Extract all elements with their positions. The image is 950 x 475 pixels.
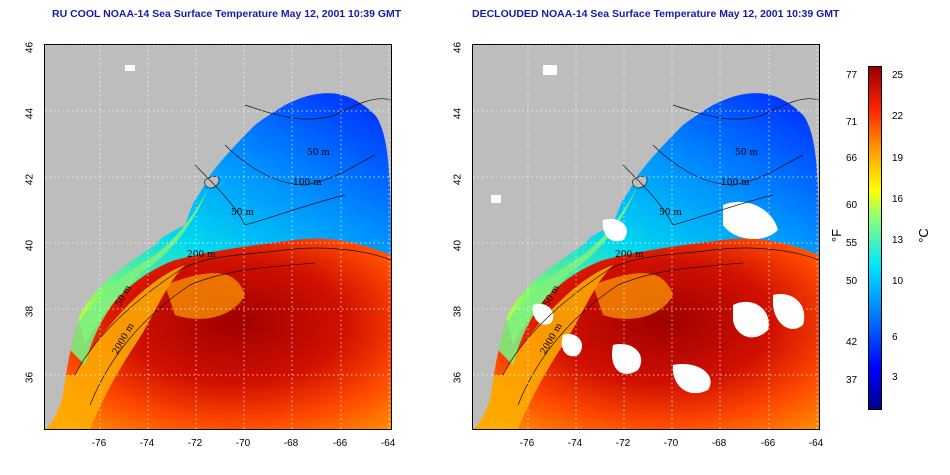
cold-shelf-water — [75, 93, 391, 345]
cloud-mask-patch-6 — [602, 219, 627, 242]
contour-label-0: 50 m — [735, 148, 758, 158]
lat-tick-1-0: 46 — [452, 41, 464, 54]
fahrenheit-tick-5: 50 — [846, 276, 858, 287]
fahrenheit-tick-6: 42 — [846, 337, 858, 348]
cloud-mask-patch-5 — [773, 294, 805, 329]
lon-tick-0-0: -76 — [91, 438, 107, 449]
fahrenheit-tick-4: 55 — [846, 238, 858, 249]
lat-tick-0-5: 36 — [24, 371, 36, 384]
bathymetry-contour-0 — [74, 247, 391, 376]
lon-tick-1-0: -76 — [519, 438, 535, 449]
lon-tick-0-5: -66 — [332, 438, 348, 449]
right-map-title: DECLOUDED NOAA-14 Sea Surface Temperatur… — [472, 8, 840, 20]
coastal-water — [65, 185, 210, 365]
land-mass — [473, 45, 819, 429]
lat-tick-0-2: 42 — [24, 173, 36, 186]
contour-label-1: 100 m — [293, 178, 322, 188]
contour-label-0: 50 m — [307, 148, 330, 158]
contour-label-3: 200 m — [615, 250, 644, 260]
land-mass — [45, 45, 391, 429]
transition-water — [45, 265, 185, 429]
fahrenheit-tick-2: 66 — [846, 153, 858, 164]
lon-tick-0-3: -70 — [235, 438, 251, 449]
contour-label-2: 50 m — [231, 208, 254, 218]
fahrenheit-tick-7: 37 — [846, 375, 858, 386]
bathymetry-contour-3 — [224, 144, 376, 186]
fahrenheit-tick-0: 77 — [846, 70, 858, 81]
lon-tick-1-1: -74 — [567, 438, 583, 449]
bathymetry-contour-4 — [672, 98, 819, 120]
bathymetry-contour-2 — [622, 164, 774, 226]
lon-tick-1-4: -68 — [711, 438, 727, 449]
cloud-mask-patch-4 — [561, 334, 583, 357]
lon-tick-1-6: -64 — [808, 438, 824, 449]
lon-tick-0-1: -74 — [139, 438, 155, 449]
cloud-mask-patch-7 — [532, 303, 554, 325]
cloud-mask-patch-2 — [612, 344, 642, 374]
bathymetry-contour-1 — [517, 262, 744, 406]
bathymetry-contour-4 — [244, 98, 391, 120]
celsius-tick-7: 3 — [892, 372, 898, 383]
celsius-tick-4: 13 — [892, 235, 904, 246]
lon-tick-1-5: -66 — [760, 438, 776, 449]
lat-tick-0-0: 46 — [24, 41, 36, 54]
lat-tick-0-1: 44 — [24, 107, 36, 120]
celsius-tick-1: 22 — [892, 111, 904, 122]
left-sst-map: 50 m 100 m 50 m 200 m 50 m 2000 m — [44, 44, 392, 430]
left-map-title: RU COOL NOAA-14 Sea Surface Temperature … — [52, 8, 402, 20]
lat-tick-1-3: 40 — [452, 239, 464, 252]
contour-label-1: 100 m — [721, 178, 750, 188]
celsius-tick-0: 25 — [892, 70, 904, 81]
bathymetry-contour-1 — [89, 262, 316, 406]
celsius-tick-2: 19 — [892, 153, 904, 164]
lon-tick-0-2: -72 — [187, 438, 203, 449]
right-sst-map: 50 m 100 m 50 m 200 m 50 m 2000 m — [472, 44, 820, 430]
cloud-mask-patch-0 — [723, 201, 778, 240]
lon-tick-1-2: -72 — [615, 438, 631, 449]
lat-tick-1-4: 38 — [452, 305, 464, 318]
lon-tick-0-4: -68 — [283, 438, 299, 449]
lat-tick-1-1: 44 — [452, 107, 464, 120]
temperature-colorbar — [868, 66, 882, 410]
cloud-mask-patch-1 — [733, 301, 769, 338]
contour-label-3: 200 m — [187, 250, 216, 260]
celsius-tick-5: 10 — [892, 276, 904, 287]
fahrenheit-tick-3: 60 — [846, 200, 858, 211]
lat-tick-0-3: 40 — [24, 239, 36, 252]
coastal-water — [493, 185, 638, 365]
lat-tick-1-2: 42 — [452, 173, 464, 186]
fahrenheit-unit: °F — [829, 228, 845, 243]
cold-shelf-water — [503, 93, 819, 345]
contour-label-2: 50 m — [659, 208, 682, 218]
celsius-unit: °C — [915, 228, 931, 243]
bathymetry-contour-3 — [652, 144, 804, 186]
transition-water — [473, 265, 613, 429]
fahrenheit-tick-1: 71 — [846, 117, 858, 128]
bathymetry-contour-2 — [194, 164, 346, 226]
celsius-tick-3: 16 — [892, 194, 904, 205]
celsius-tick-6: 6 — [892, 332, 898, 343]
cloud-mask-patch-3 — [672, 364, 711, 394]
bathymetry-contour-0 — [502, 247, 819, 376]
lon-tick-0-6: -64 — [380, 438, 396, 449]
lat-tick-1-5: 36 — [452, 371, 464, 384]
lon-tick-1-3: -70 — [663, 438, 679, 449]
lat-tick-0-4: 38 — [24, 305, 36, 318]
